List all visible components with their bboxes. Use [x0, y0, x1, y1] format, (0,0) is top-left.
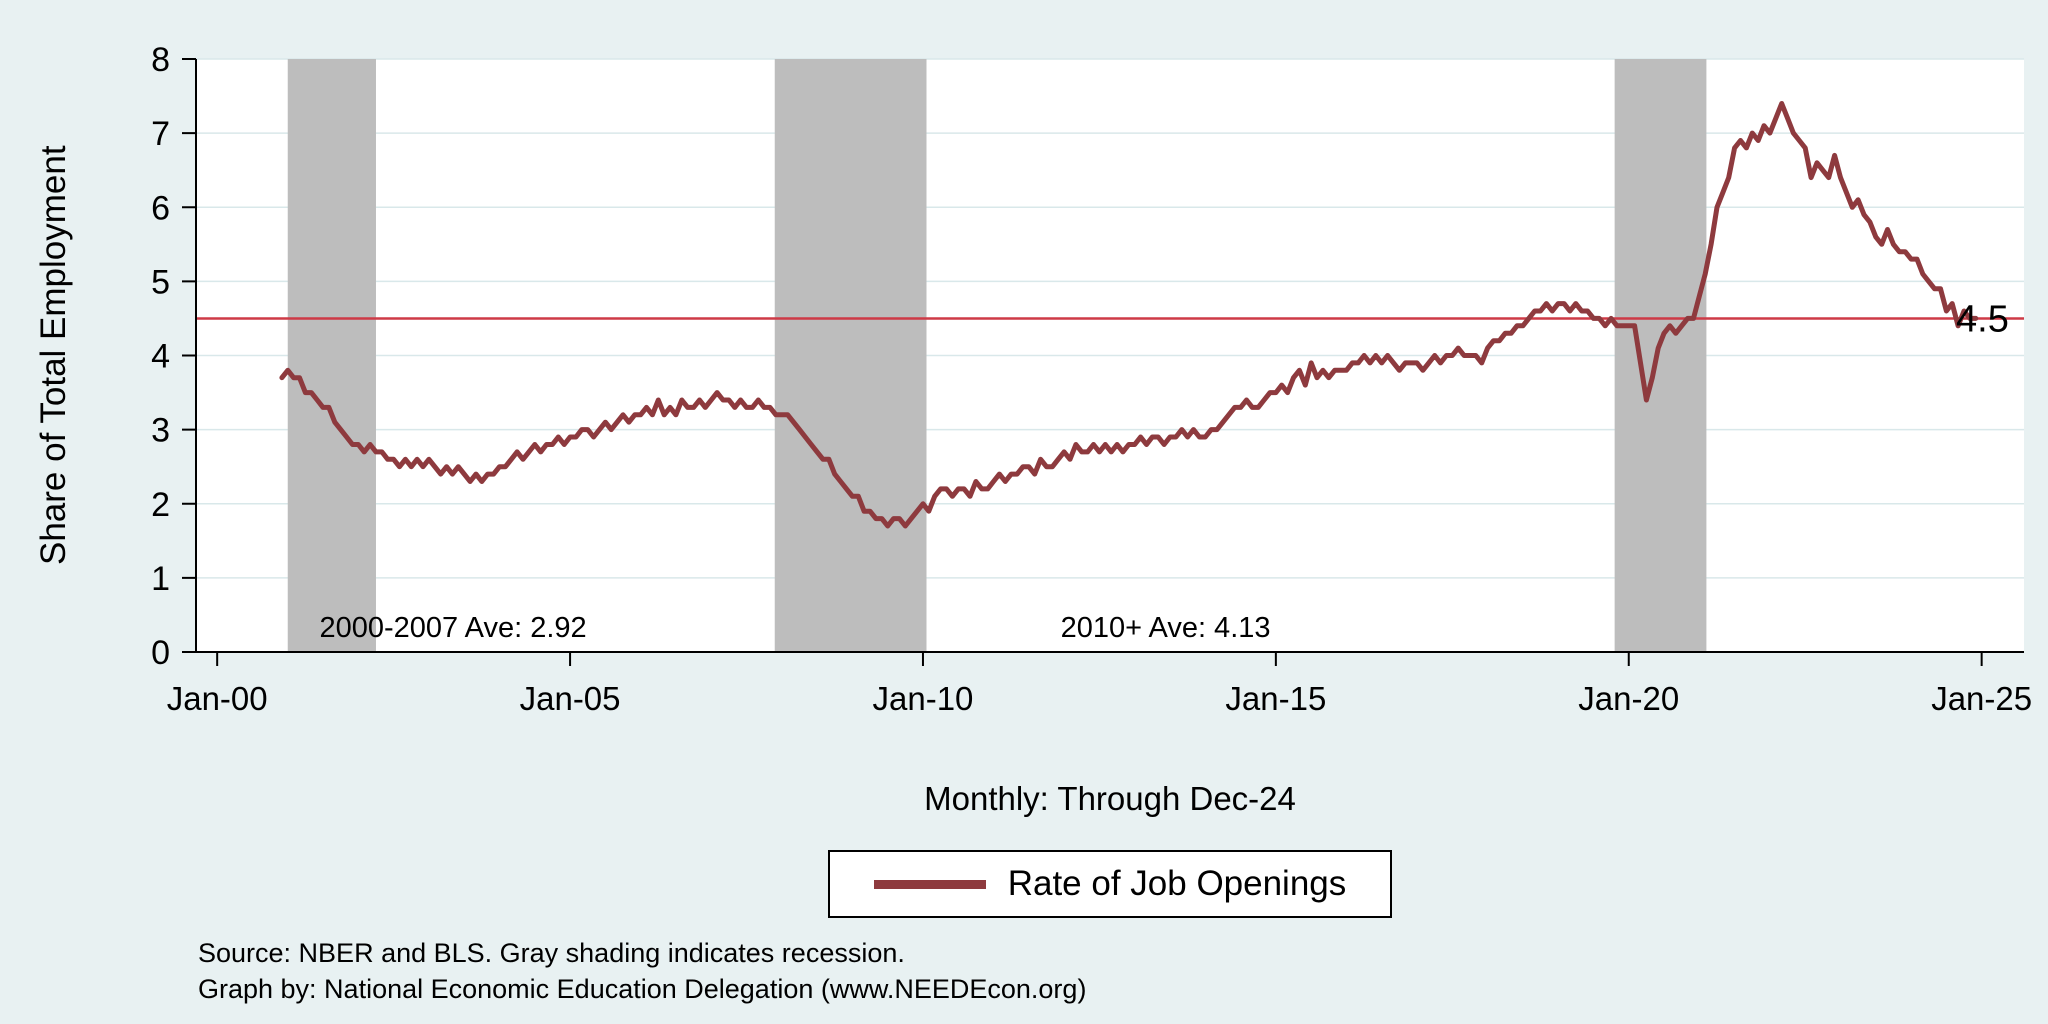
x-tick-label: Jan-05 — [520, 680, 621, 717]
y-tick-label: 2 — [151, 486, 170, 524]
x-tick-label: Jan-10 — [873, 680, 974, 717]
recession-band — [287, 59, 376, 652]
legend-box: Rate of Job Openings — [827, 850, 1393, 918]
footnotes: Source: NBER and BLS. Gray shading indic… — [198, 936, 1086, 1007]
y-tick-label: 7 — [151, 115, 170, 153]
y-tick-label: 5 — [151, 263, 170, 301]
reference-line-label: 4.5 — [1956, 298, 2009, 340]
y-tick-label: 0 — [151, 634, 170, 672]
x-tick-label: Jan-00 — [167, 680, 268, 717]
x-tick-label: Jan-15 — [1225, 680, 1326, 717]
legend-line-swatch — [873, 879, 986, 889]
y-tick-label: 6 — [151, 189, 170, 227]
recession-band — [774, 59, 927, 652]
y-tick-label: 1 — [151, 560, 170, 598]
legend: Rate of Job Openings — [196, 850, 2024, 918]
x-tick-label: Jan-20 — [1578, 680, 1679, 717]
y-tick-label: 3 — [151, 412, 170, 450]
recession-band — [1614, 59, 1707, 652]
average-annotation: 2010+ Ave: 4.13 — [1061, 612, 1271, 644]
source-note: Source: NBER and BLS. Gray shading indic… — [198, 938, 905, 968]
legend-label: Rate of Job Openings — [1007, 864, 1347, 903]
average-annotation: 2000-2007 Ave: 2.92 — [320, 612, 587, 644]
y-tick-label: 8 — [151, 41, 170, 79]
y-axis-title: Share of Total Employment — [34, 145, 73, 566]
credit-note: Graph by: National Economic Education De… — [198, 973, 1087, 1004]
series-line — [279, 101, 1979, 529]
x-tick-label: Jan-25 — [1931, 680, 2032, 717]
y-tick-label: 4 — [151, 338, 170, 376]
x-axis-subtitle: Monthly: Through Dec-24 — [924, 780, 1296, 817]
